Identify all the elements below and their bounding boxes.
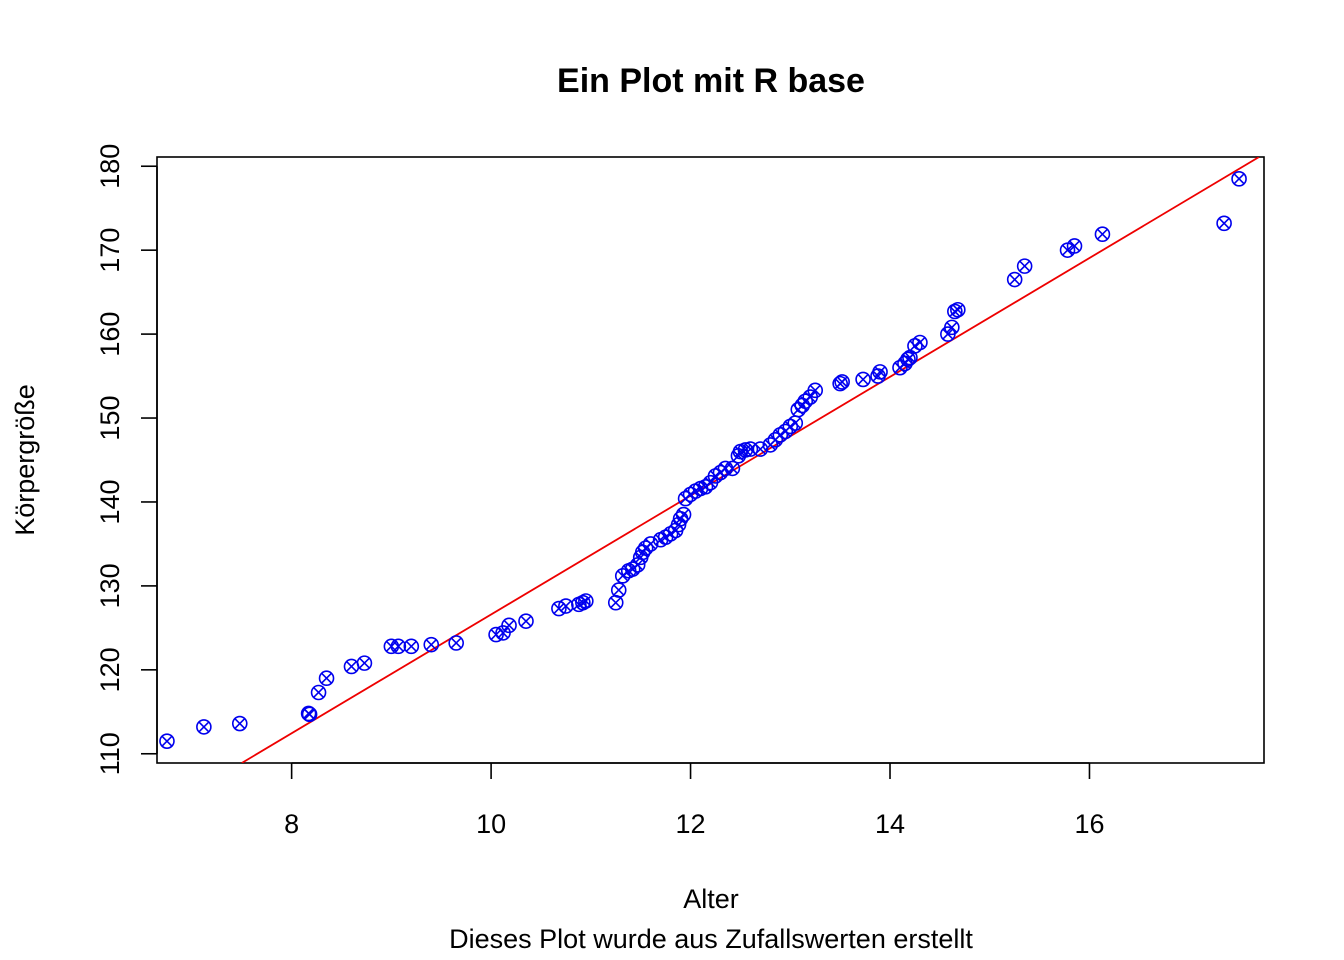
data-point (1016, 258, 1033, 274)
regression-line-group (241, 157, 1260, 763)
data-point (1006, 271, 1023, 288)
data-point (318, 670, 335, 687)
data-point (787, 415, 804, 431)
data-point (356, 655, 373, 671)
data-point (1094, 226, 1111, 243)
data-point (310, 684, 327, 701)
y-axis: 110 120 130 140 150 160 170 180 (95, 144, 158, 775)
data-point (912, 334, 928, 351)
data-point (724, 460, 741, 477)
chart-subtitle: Dieses Plot wurde aus Zufallswerten erst… (449, 924, 973, 954)
regression-line (241, 157, 1260, 763)
data-point (159, 733, 175, 749)
data-point (610, 582, 627, 598)
y-tick-label: 170 (95, 228, 125, 273)
y-tick-label: 130 (95, 563, 125, 608)
data-point (772, 427, 789, 443)
data-point (872, 364, 888, 380)
data-points (159, 171, 1247, 749)
data-point (343, 658, 360, 675)
y-axis-label: Körpergröße (10, 384, 40, 536)
data-point (807, 382, 824, 399)
data-point (657, 529, 674, 546)
data-point (1231, 171, 1247, 187)
y-tick-label: 110 (95, 732, 125, 775)
data-point (855, 371, 871, 388)
data-point (196, 719, 212, 735)
data-point (782, 418, 799, 435)
x-tick-label: 10 (476, 809, 506, 839)
data-point (448, 635, 464, 651)
data-point (390, 638, 407, 655)
x-tick-label: 16 (1074, 809, 1104, 839)
data-point (301, 706, 318, 723)
data-point (707, 468, 724, 484)
data-point (950, 301, 966, 318)
x-axis-label: Alter (683, 884, 739, 914)
y-tick-label: 160 (95, 312, 125, 357)
data-point (947, 303, 963, 320)
y-tick-label: 180 (95, 144, 125, 189)
data-point (737, 442, 754, 458)
data-point (231, 715, 248, 732)
data-point (1066, 238, 1083, 254)
x-tick-label: 8 (284, 809, 299, 839)
data-point (578, 593, 594, 609)
data-point (907, 338, 923, 354)
x-tick-label: 12 (676, 809, 706, 839)
data-point (834, 374, 850, 390)
y-tick-label: 150 (95, 396, 125, 441)
x-tick-label: 14 (875, 809, 905, 839)
x-axis: 8 10 12 14 16 (284, 762, 1104, 839)
data-point (518, 613, 534, 629)
data-point (423, 636, 440, 653)
chart-title: Ein Plot mit R base (557, 62, 865, 100)
data-point (607, 594, 624, 611)
y-tick-label: 140 (95, 479, 125, 524)
data-point (1216, 215, 1232, 232)
y-tick-label: 120 (95, 647, 125, 692)
data-point (558, 598, 574, 614)
data-point (642, 536, 659, 552)
data-point (403, 638, 420, 655)
data-point (944, 319, 960, 336)
data-point (501, 617, 517, 634)
data-point (675, 506, 692, 523)
